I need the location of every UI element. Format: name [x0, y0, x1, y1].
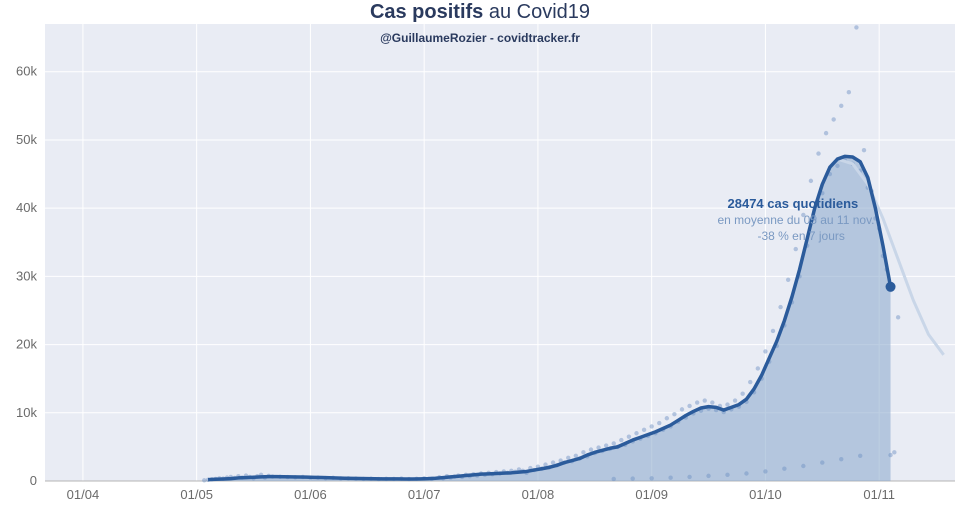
scatter-point: [627, 434, 631, 438]
x-tick-label: 01/08: [522, 487, 555, 502]
scatter-point: [763, 349, 767, 353]
scatter-point: [612, 441, 616, 445]
scatter-point: [778, 305, 782, 309]
scatter-point: [858, 454, 862, 458]
scatter-point: [672, 412, 676, 416]
y-tick-label: 20k: [16, 337, 37, 352]
scatter-point: [649, 424, 653, 428]
scatter-point: [831, 117, 835, 121]
scatter-point: [782, 467, 786, 471]
scatter-point: [748, 380, 752, 384]
scatter-point: [725, 473, 729, 477]
scatter-point: [835, 164, 839, 168]
scatter-point: [657, 421, 661, 425]
scatter-point: [581, 450, 585, 454]
scatter-point: [820, 460, 824, 464]
scatter-point: [801, 464, 805, 468]
annotation-line2: en moyenne du 05 au 11 nov.: [718, 213, 875, 227]
chart-container: 0 10k 20k 30k 40k 50k 60k 01/04 01/05 01/06 01/07 0…: [0, 0, 960, 511]
scatter-point: [763, 469, 767, 473]
y-tick-label: 60k: [16, 64, 37, 79]
chart-subtitle: @GuillaumeRozier - covidtracker.fr: [380, 31, 580, 45]
scatter-point: [786, 278, 790, 282]
scatter-point: [892, 450, 896, 454]
annotation-line1: 28474 cas quotidiens: [728, 196, 859, 211]
scatter-point: [202, 478, 206, 482]
scatter-point: [888, 453, 892, 457]
scatter-point: [733, 398, 737, 402]
title-light-part: au Covid19: [483, 1, 590, 23]
scatter-point: [839, 457, 843, 461]
scatter-point: [824, 131, 828, 135]
scatter-point: [847, 90, 851, 94]
x-tick-label: 01/10: [749, 487, 782, 502]
scatter-point: [703, 398, 707, 402]
scatter-point: [756, 366, 760, 370]
scatter-point: [642, 428, 646, 432]
y-tick-label: 30k: [16, 268, 37, 283]
chart-svg: 0 10k 20k 30k 40k 50k 60k 01/04 01/05 01/06 01/07 0…: [0, 0, 960, 511]
title-bold-part: Cas positifs: [370, 1, 483, 23]
scatter-point: [612, 477, 616, 481]
scatter-point: [794, 247, 798, 251]
x-tick-label: 01/07: [408, 487, 441, 502]
y-tick-label: 0: [30, 473, 37, 488]
scatter-point: [668, 476, 672, 480]
scatter-point: [744, 471, 748, 475]
chart-title: Cas positifs au Covid19: [370, 1, 590, 23]
x-tick-label: 01/04: [67, 487, 100, 502]
y-tick-label: 10k: [16, 405, 37, 420]
scatter-point: [687, 404, 691, 408]
scatter-point: [710, 400, 714, 404]
y-tick-label: 50k: [16, 132, 37, 147]
scatter-point: [665, 416, 669, 420]
x-tick-label: 01/09: [635, 487, 668, 502]
scatter-point: [619, 438, 623, 442]
scatter-point: [680, 407, 684, 411]
scatter-point: [809, 179, 813, 183]
scatter-point: [839, 104, 843, 108]
scatter-point: [740, 391, 744, 395]
annotation-line3: -38 % en 7 jours: [758, 229, 845, 243]
scatter-point: [649, 476, 653, 480]
scatter-point: [695, 400, 699, 404]
scatter-point: [854, 25, 858, 29]
scatter-point: [706, 474, 710, 478]
y-tick-label: 40k: [16, 200, 37, 215]
scatter-point: [896, 315, 900, 319]
x-tick-label: 01/05: [180, 487, 213, 502]
scatter-point: [725, 402, 729, 406]
scatter-point: [687, 475, 691, 479]
scatter-point: [589, 447, 593, 451]
scatter-point: [634, 431, 638, 435]
x-tick-label: 01/06: [294, 487, 327, 502]
scatter-point: [631, 476, 635, 480]
scatter-point: [816, 151, 820, 155]
scatter-point: [862, 148, 866, 152]
scatter-point: [771, 329, 775, 333]
x-tick-label: 01/11: [863, 487, 895, 502]
endpoint-marker: [886, 282, 896, 292]
